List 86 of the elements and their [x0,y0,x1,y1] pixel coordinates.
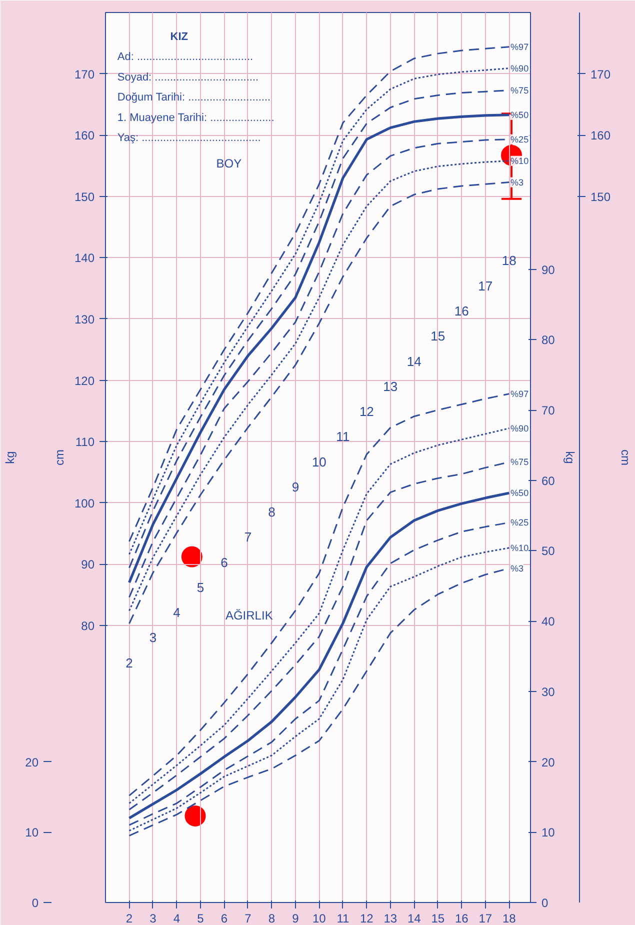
x-tick-label: 6 [220,912,228,925]
x-tick-label: 11 [336,912,350,925]
y-tick-label: 90 [81,558,95,572]
y-tick-label: 140 [74,251,95,266]
x-tick-label: 15 [431,912,445,925]
annotation: 6 [220,554,228,570]
annotation: 10 [312,454,326,470]
y2-tick-label: 70 [542,404,556,418]
x-tick-label: 18 [502,912,516,925]
y-tick-label: 120 [74,374,95,388]
x-tick-label: 14 [407,912,422,925]
series-label: %50 [510,488,529,498]
annotation: 1. Muayene Tarihi: ..................... [117,112,274,124]
y2-tick-label: 0 [542,896,548,910]
y2-axis-title: kg [562,451,577,464]
y2-tick-label: 10 [542,826,556,840]
y-tick-label: 160 [74,128,95,143]
annotation: 4 [173,605,180,620]
text: 0 [32,896,39,910]
series-label: %25 [510,518,529,528]
y3-tick-label: 170 [590,67,611,82]
series-label: %25 [510,134,529,144]
series-label: %3 [510,563,524,574]
annotation: 13 [383,378,398,394]
series-label: %97 [510,42,529,52]
series-label: %3 [510,177,524,188]
series-label: %75 [510,85,529,96]
annotation: 5 [196,580,204,595]
y-tick-label: 150 [74,190,95,204]
series-label: %10 [510,156,529,166]
x-tick-label: 7 [244,912,252,925]
x-tick-label: 17 [478,912,492,925]
x-tick-label: 2 [126,912,133,925]
y-tick-label: 80 [81,618,95,633]
text: kg [3,451,18,464]
annotation: 7 [244,530,252,545]
annotation: 11 [336,429,350,444]
annotation: Soyad: .................................. [117,71,259,84]
annotation: Ad: ...................................... [117,51,254,64]
text: 20 [25,755,39,770]
y2-tick-label: 20 [542,755,556,770]
annotation: 16 [454,304,469,319]
annotation: KIZ [170,31,188,44]
annotation: 2 [126,655,133,670]
y2-tick-label: 90 [542,262,556,277]
x-tick-label: 16 [454,912,469,925]
x-tick-label: 3 [150,912,157,925]
annotation: 9 [292,479,300,494]
annotation: AĞIRLIK [225,608,273,623]
y3-tick-label: 150 [590,190,611,204]
y-axis-title: cm [52,450,66,466]
series-label: %90 [510,63,529,74]
annotation: 15 [430,328,446,344]
y3-tick-label: 160 [590,128,611,143]
annotation: BOY [216,156,242,170]
y2-tick-label: 40 [542,614,556,629]
y-tick-label: 130 [74,312,95,326]
x-tick-label: 8 [268,912,276,925]
y-tick-label: 110 [75,435,95,450]
y2-tick-label: 30 [542,684,556,699]
y-tick-label: 170 [74,67,95,82]
y2-tick-label: 60 [542,474,556,488]
series-label: %10 [510,542,529,553]
series-label: %50 [510,110,529,120]
annotation: 12 [359,404,374,420]
annotation: 18 [502,253,516,268]
annotation: 14 [406,354,422,369]
series-label: %97 [510,388,529,399]
y2-tick-label: 80 [542,333,556,348]
annotation: 8 [268,504,276,520]
x-tick-label: 5 [197,912,204,925]
series-label: %75 [510,457,529,468]
y-tick-label: 100 [74,496,95,510]
x-tick-label: 12 [360,912,374,925]
annotation: Doğum Tarihi: ........................... [117,92,271,104]
annotation: 3 [149,630,157,646]
y3-axis-title: cm [618,450,633,466]
series-label: %90 [510,423,529,434]
x-tick-label: 4 [173,912,180,925]
x-tick-label: 13 [384,912,398,925]
x-tick-label: 9 [292,912,300,925]
x-tick-label: 10 [312,912,326,925]
annotation: Yaş: ....................................... [117,132,261,144]
text: 10 [25,826,39,840]
y2-tick-label: 50 [542,544,556,558]
annotation: 17 [478,278,493,294]
